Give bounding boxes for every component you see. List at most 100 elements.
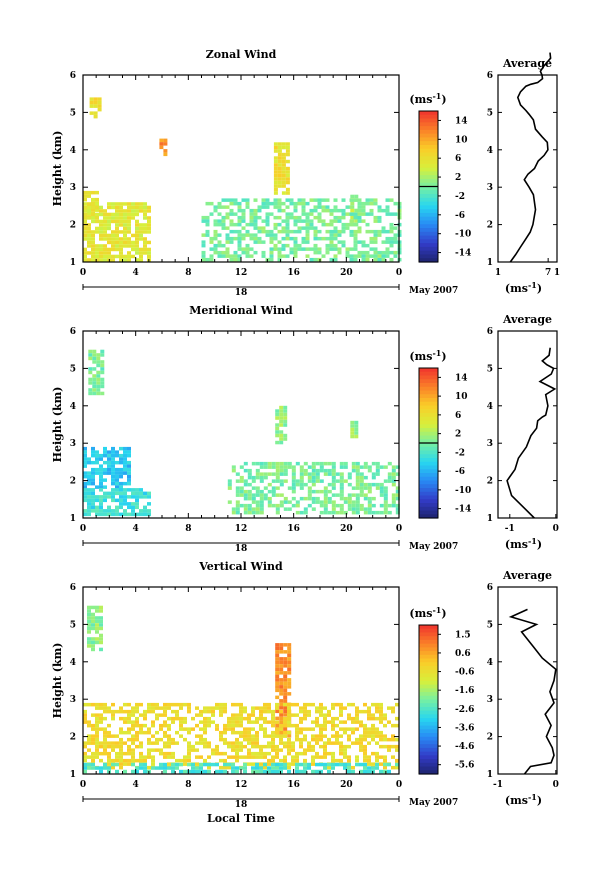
data-cell [95, 727, 99, 731]
data-cell [103, 230, 107, 234]
data-cell [361, 254, 366, 258]
data-cell [147, 512, 151, 517]
data-cell [253, 240, 258, 244]
data-cell [127, 237, 131, 241]
data-cell [347, 500, 352, 504]
data-cell [231, 713, 235, 717]
data-cell [115, 481, 119, 486]
data-cell [171, 769, 175, 774]
data-cell [277, 152, 282, 157]
data-cell [285, 173, 290, 178]
data-cell [119, 709, 123, 714]
data-cell [353, 233, 358, 237]
data-cell [355, 737, 359, 742]
data-cell [357, 205, 362, 209]
data-cell [247, 510, 252, 515]
data-cell [135, 769, 139, 774]
data-cell [107, 202, 111, 206]
data-cell [111, 230, 115, 234]
data-cell [299, 762, 303, 767]
data-cell [123, 464, 127, 468]
data-cell [127, 713, 131, 717]
data-cell [301, 208, 306, 213]
data-cell [287, 730, 291, 735]
data-cell [247, 734, 251, 738]
data-cell [311, 702, 315, 707]
data-cell [275, 440, 280, 445]
data-cell [119, 209, 123, 213]
data-cell [93, 97, 98, 101]
data-cell [87, 226, 91, 231]
data-cell [391, 472, 396, 476]
data-cell [139, 751, 143, 756]
data-cell [203, 730, 207, 735]
data-cell [351, 503, 356, 508]
data-cell [313, 205, 318, 209]
data-region [83, 702, 399, 770]
data-cell [127, 751, 131, 756]
data-cell [279, 766, 283, 770]
colorbar-cell [419, 205, 438, 210]
data-cell [119, 737, 123, 742]
data-cell [383, 762, 387, 767]
data-cell [213, 233, 218, 237]
data-cell [289, 212, 294, 216]
data-cell [279, 730, 284, 735]
data-cell [87, 609, 91, 613]
data-cell [87, 766, 91, 770]
data-cell [235, 751, 239, 756]
data-cell [143, 244, 147, 248]
data-cell [115, 230, 119, 234]
data-cell [295, 510, 300, 515]
data-cell [335, 737, 339, 742]
colorbar-tick-label: -2 [455, 448, 465, 458]
data-cell [285, 243, 290, 248]
colorbar-cell [419, 706, 438, 712]
data-cell [95, 244, 99, 248]
data-cell [255, 737, 259, 742]
data-cell [201, 257, 206, 262]
data-cell [345, 205, 350, 209]
data-cell [387, 720, 391, 724]
colorbar-cell [419, 171, 438, 176]
data-cell [123, 446, 127, 451]
data-cell [151, 762, 155, 766]
data-cell [357, 226, 362, 230]
data-cell [259, 727, 263, 731]
data-cell [91, 737, 95, 742]
data-cell [115, 762, 119, 767]
data-cell [345, 250, 350, 255]
data-cell [297, 215, 302, 220]
data-cell [275, 664, 280, 668]
data-cell [187, 748, 191, 752]
data-cell [183, 727, 187, 731]
data-cell [357, 208, 362, 213]
colorbar-cell [419, 231, 438, 237]
data-cell [203, 758, 207, 763]
colorbar-cell [419, 506, 438, 512]
data-cell [351, 510, 356, 515]
data-cell [275, 685, 280, 689]
data-cell [235, 744, 239, 749]
data-cell [92, 360, 97, 364]
data-cell [259, 479, 264, 483]
data-cell [383, 737, 387, 742]
data-cell [207, 709, 211, 714]
data-cell [239, 503, 244, 508]
data-cell [307, 465, 312, 469]
data-cell [99, 505, 103, 510]
data-cell [99, 727, 103, 731]
data-cell [135, 212, 139, 217]
data-cell [359, 709, 363, 714]
data-cell [143, 209, 147, 213]
data-cell [205, 222, 210, 227]
data-cell [127, 737, 131, 742]
data-cell [99, 640, 103, 645]
data-cell [287, 461, 292, 466]
data-cell [299, 482, 304, 487]
colorbar-cell [419, 220, 438, 225]
data-cell [163, 706, 167, 710]
data-cell [241, 247, 246, 251]
colorbar-tick-label: -3.6 [455, 723, 474, 733]
data-cell [115, 505, 119, 510]
